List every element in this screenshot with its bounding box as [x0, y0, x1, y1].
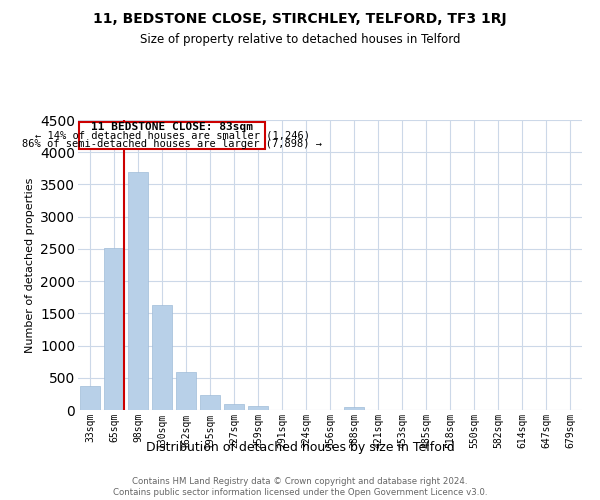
Bar — [152, 305, 172, 410]
Text: 11, BEDSTONE CLOSE, STIRCHLEY, TELFORD, TF3 1RJ: 11, BEDSTONE CLOSE, STIRCHLEY, TELFORD, … — [93, 12, 507, 26]
Y-axis label: Number of detached properties: Number of detached properties — [25, 178, 35, 352]
Text: 11 BEDSTONE CLOSE: 83sqm: 11 BEDSTONE CLOSE: 83sqm — [91, 122, 253, 132]
Text: 86% of semi-detached houses are larger (7,898) →: 86% of semi-detached houses are larger (… — [22, 139, 322, 149]
Bar — [104, 248, 124, 410]
FancyBboxPatch shape — [79, 122, 265, 149]
Bar — [248, 406, 268, 410]
Bar — [224, 404, 244, 410]
Text: Contains public sector information licensed under the Open Government Licence v3: Contains public sector information licen… — [113, 488, 487, 497]
Bar — [128, 172, 148, 410]
Text: ← 14% of detached houses are smaller (1,246): ← 14% of detached houses are smaller (1,… — [35, 130, 310, 140]
Text: Size of property relative to detached houses in Telford: Size of property relative to detached ho… — [140, 32, 460, 46]
Text: Distribution of detached houses by size in Telford: Distribution of detached houses by size … — [146, 441, 454, 454]
Text: Contains HM Land Registry data © Crown copyright and database right 2024.: Contains HM Land Registry data © Crown c… — [132, 476, 468, 486]
Bar — [200, 394, 220, 410]
Bar — [80, 386, 100, 410]
Bar — [176, 372, 196, 410]
Bar — [344, 407, 364, 410]
